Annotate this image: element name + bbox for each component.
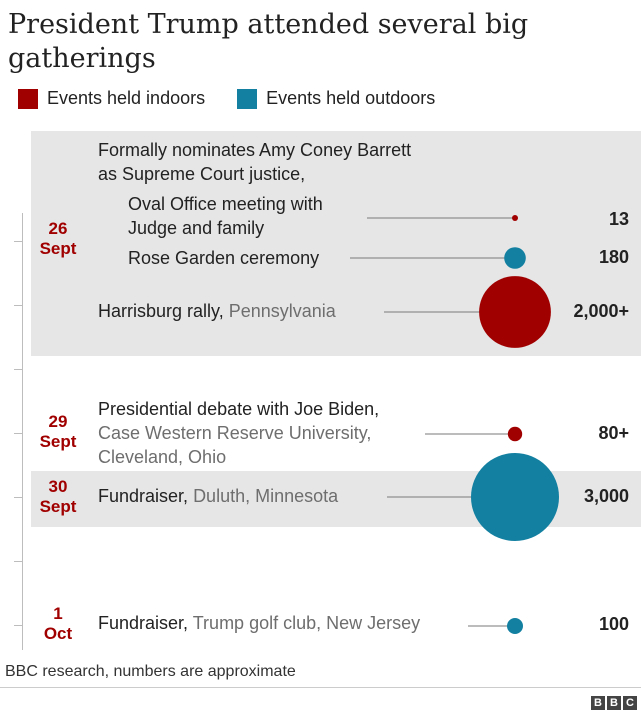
timeline-tick <box>14 369 23 370</box>
attendance-label: 13 <box>608 209 629 229</box>
attendance-bubble <box>471 453 559 541</box>
chart-title: President Trump attended several big gat… <box>8 9 529 74</box>
bbc-logo-letter: C <box>623 696 637 710</box>
bbc-logo-letter: B <box>607 696 621 710</box>
group-heading-line: as Supreme Court justice, <box>98 164 306 184</box>
event-name: Harrisburg rally, <box>98 301 224 321</box>
event-label-debate: Presidential debate with Joe Biden, Case… <box>98 397 379 469</box>
date-month: Sept <box>39 239 77 258</box>
attendance-bubble <box>504 247 526 269</box>
source-footnote: BBC research, numbers are approximate <box>5 663 296 680</box>
attendance-bubble <box>507 426 523 442</box>
legend-item-indoors: Events held indoors <box>18 88 205 109</box>
event-place: Duluth, Minnesota <box>193 486 339 506</box>
attendance-bubble <box>507 618 523 634</box>
event-label-oval-office: Oval Office meeting with Judge and famil… <box>128 192 323 240</box>
legend-label-outdoors: Events held outdoors <box>266 88 436 108</box>
date-label-1-oct: 1 Oct <box>28 604 88 644</box>
timeline-tick <box>14 625 23 626</box>
event-place: Pennsylvania <box>228 301 336 321</box>
attendance-label: 180 <box>598 247 629 267</box>
legend-swatch-indoors <box>18 88 38 109</box>
attendance-label: 3,000 <box>583 486 629 506</box>
event-name: Fundraiser, <box>98 613 189 633</box>
attendance-bubble <box>512 215 518 221</box>
date-month: Sept <box>39 497 77 516</box>
event-label-new-jersey: Fundraiser, Trump golf club, New Jersey <box>98 611 420 635</box>
legend-swatch-outdoors <box>237 88 258 109</box>
event-label-duluth: Fundraiser, Duluth, Minnesota <box>98 484 338 508</box>
timeline-axis <box>22 213 23 650</box>
attendance-label: 2,000+ <box>573 301 629 321</box>
group-heading: Formally nominates Amy Coney Barrett as … <box>98 138 411 186</box>
date-label-26-sept: 26 Sept <box>28 219 88 259</box>
timeline-tick <box>14 561 23 562</box>
event-label-line: Oval Office meeting with <box>128 194 323 214</box>
event-label-line: Judge and family <box>128 218 265 238</box>
attendance-label: 100 <box>598 614 629 634</box>
event-name: Fundraiser, <box>98 486 189 506</box>
attendance-bubble <box>479 276 551 348</box>
date-month: Sept <box>39 432 77 451</box>
attendance-label: 80+ <box>598 423 629 443</box>
event-place: Cleveland, Ohio <box>98 447 227 467</box>
event-place: Case Western Reserve University, <box>98 423 372 443</box>
event-label-line: Rose Garden ceremony <box>128 248 320 268</box>
legend-item-outdoors: Events held outdoors <box>237 88 435 109</box>
date-day: 1 <box>53 604 63 623</box>
event-place: Trump golf club, New Jersey <box>192 613 421 633</box>
date-label-30-sept: 30 Sept <box>28 477 88 517</box>
event-label-harrisburg: Harrisburg rally, Pennsylvania <box>98 299 336 323</box>
timeline-tick <box>14 241 23 242</box>
event-label-rose-garden: Rose Garden ceremony <box>128 246 319 270</box>
date-month: Oct <box>43 624 73 643</box>
date-day: 29 <box>48 412 68 431</box>
date-day: 26 <box>48 219 68 238</box>
group-heading-line: Formally nominates Amy Coney Barrett <box>98 140 412 160</box>
legend-label-indoors: Events held indoors <box>47 88 206 108</box>
date-label-29-sept: 29 Sept <box>28 412 88 452</box>
timeline-tick <box>14 305 23 306</box>
timeline-tick <box>14 433 23 434</box>
legend: Events held indoors Events held outdoors <box>18 88 467 109</box>
event-label-line: Presidential debate with Joe Biden, <box>98 399 380 419</box>
bbc-logo-letter: B <box>591 696 605 710</box>
date-day: 30 <box>48 477 68 496</box>
bbc-logo: B B C <box>591 696 637 710</box>
footer-divider <box>0 687 641 688</box>
timeline-tick <box>14 497 23 498</box>
